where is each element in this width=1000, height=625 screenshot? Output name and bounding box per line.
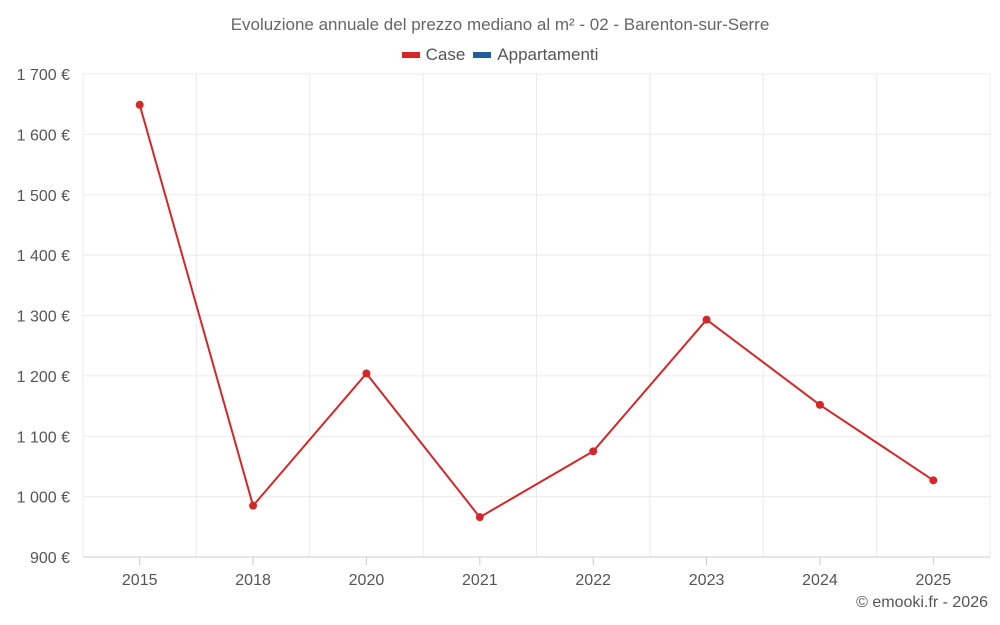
y-tick-label: 1 300 €	[17, 309, 70, 326]
y-tick-label: 1 200 €	[17, 369, 70, 386]
data-point	[815, 400, 824, 409]
data-point	[135, 100, 144, 109]
credit-text: © emooki.fr - 2026	[856, 594, 988, 611]
x-tick-label: 2022	[575, 572, 611, 589]
series-line-case	[138, 104, 934, 519]
x-tick-label: 2020	[349, 572, 385, 589]
data-point	[702, 315, 711, 324]
chart-title: Evoluzione annuale del prezzo mediano al…	[230, 15, 770, 34]
legend-swatch-appartamenti	[473, 52, 492, 58]
legend-label-appartamenti: Appartamenti	[497, 45, 599, 64]
y-tick-label: 1 500 €	[17, 188, 70, 205]
x-tick-label: 2025	[916, 572, 952, 589]
x-tick-label: 2018	[235, 572, 271, 589]
y-tick-label: 1 600 €	[17, 127, 70, 144]
legend-label-case: Case	[425, 45, 466, 64]
data-point	[475, 513, 484, 522]
data-point	[362, 369, 371, 378]
data-point	[589, 447, 598, 456]
legend: Case Appartamenti	[0, 45, 1000, 65]
series-layer	[135, 100, 938, 522]
x-tick-label: 2024	[802, 572, 838, 589]
axis-layer: 900 € 1 000 € 1 100 € 1 200 € 1 300 € 1 400 €…	[17, 67, 990, 589]
legend-item-appartamenti[interactable]: Appartamenti	[473, 45, 598, 65]
legend-item-case[interactable]: Case	[401, 45, 466, 65]
y-tick-label: 900 €	[30, 550, 70, 567]
y-tick-label: 1 100 €	[17, 429, 70, 446]
x-tick-label: 2023	[689, 572, 725, 589]
data-point	[929, 476, 938, 485]
grid-layer	[82, 73, 991, 557]
data-point	[249, 501, 258, 510]
x-tick-label: 2021	[462, 572, 498, 589]
y-tick-label: 1 400 €	[17, 248, 70, 265]
y-tick-label: 1 700 €	[17, 67, 70, 84]
legend-swatch-case	[401, 52, 420, 58]
y-tick-label: 1 000 €	[17, 490, 70, 507]
x-tick-label: 2015	[122, 572, 158, 589]
